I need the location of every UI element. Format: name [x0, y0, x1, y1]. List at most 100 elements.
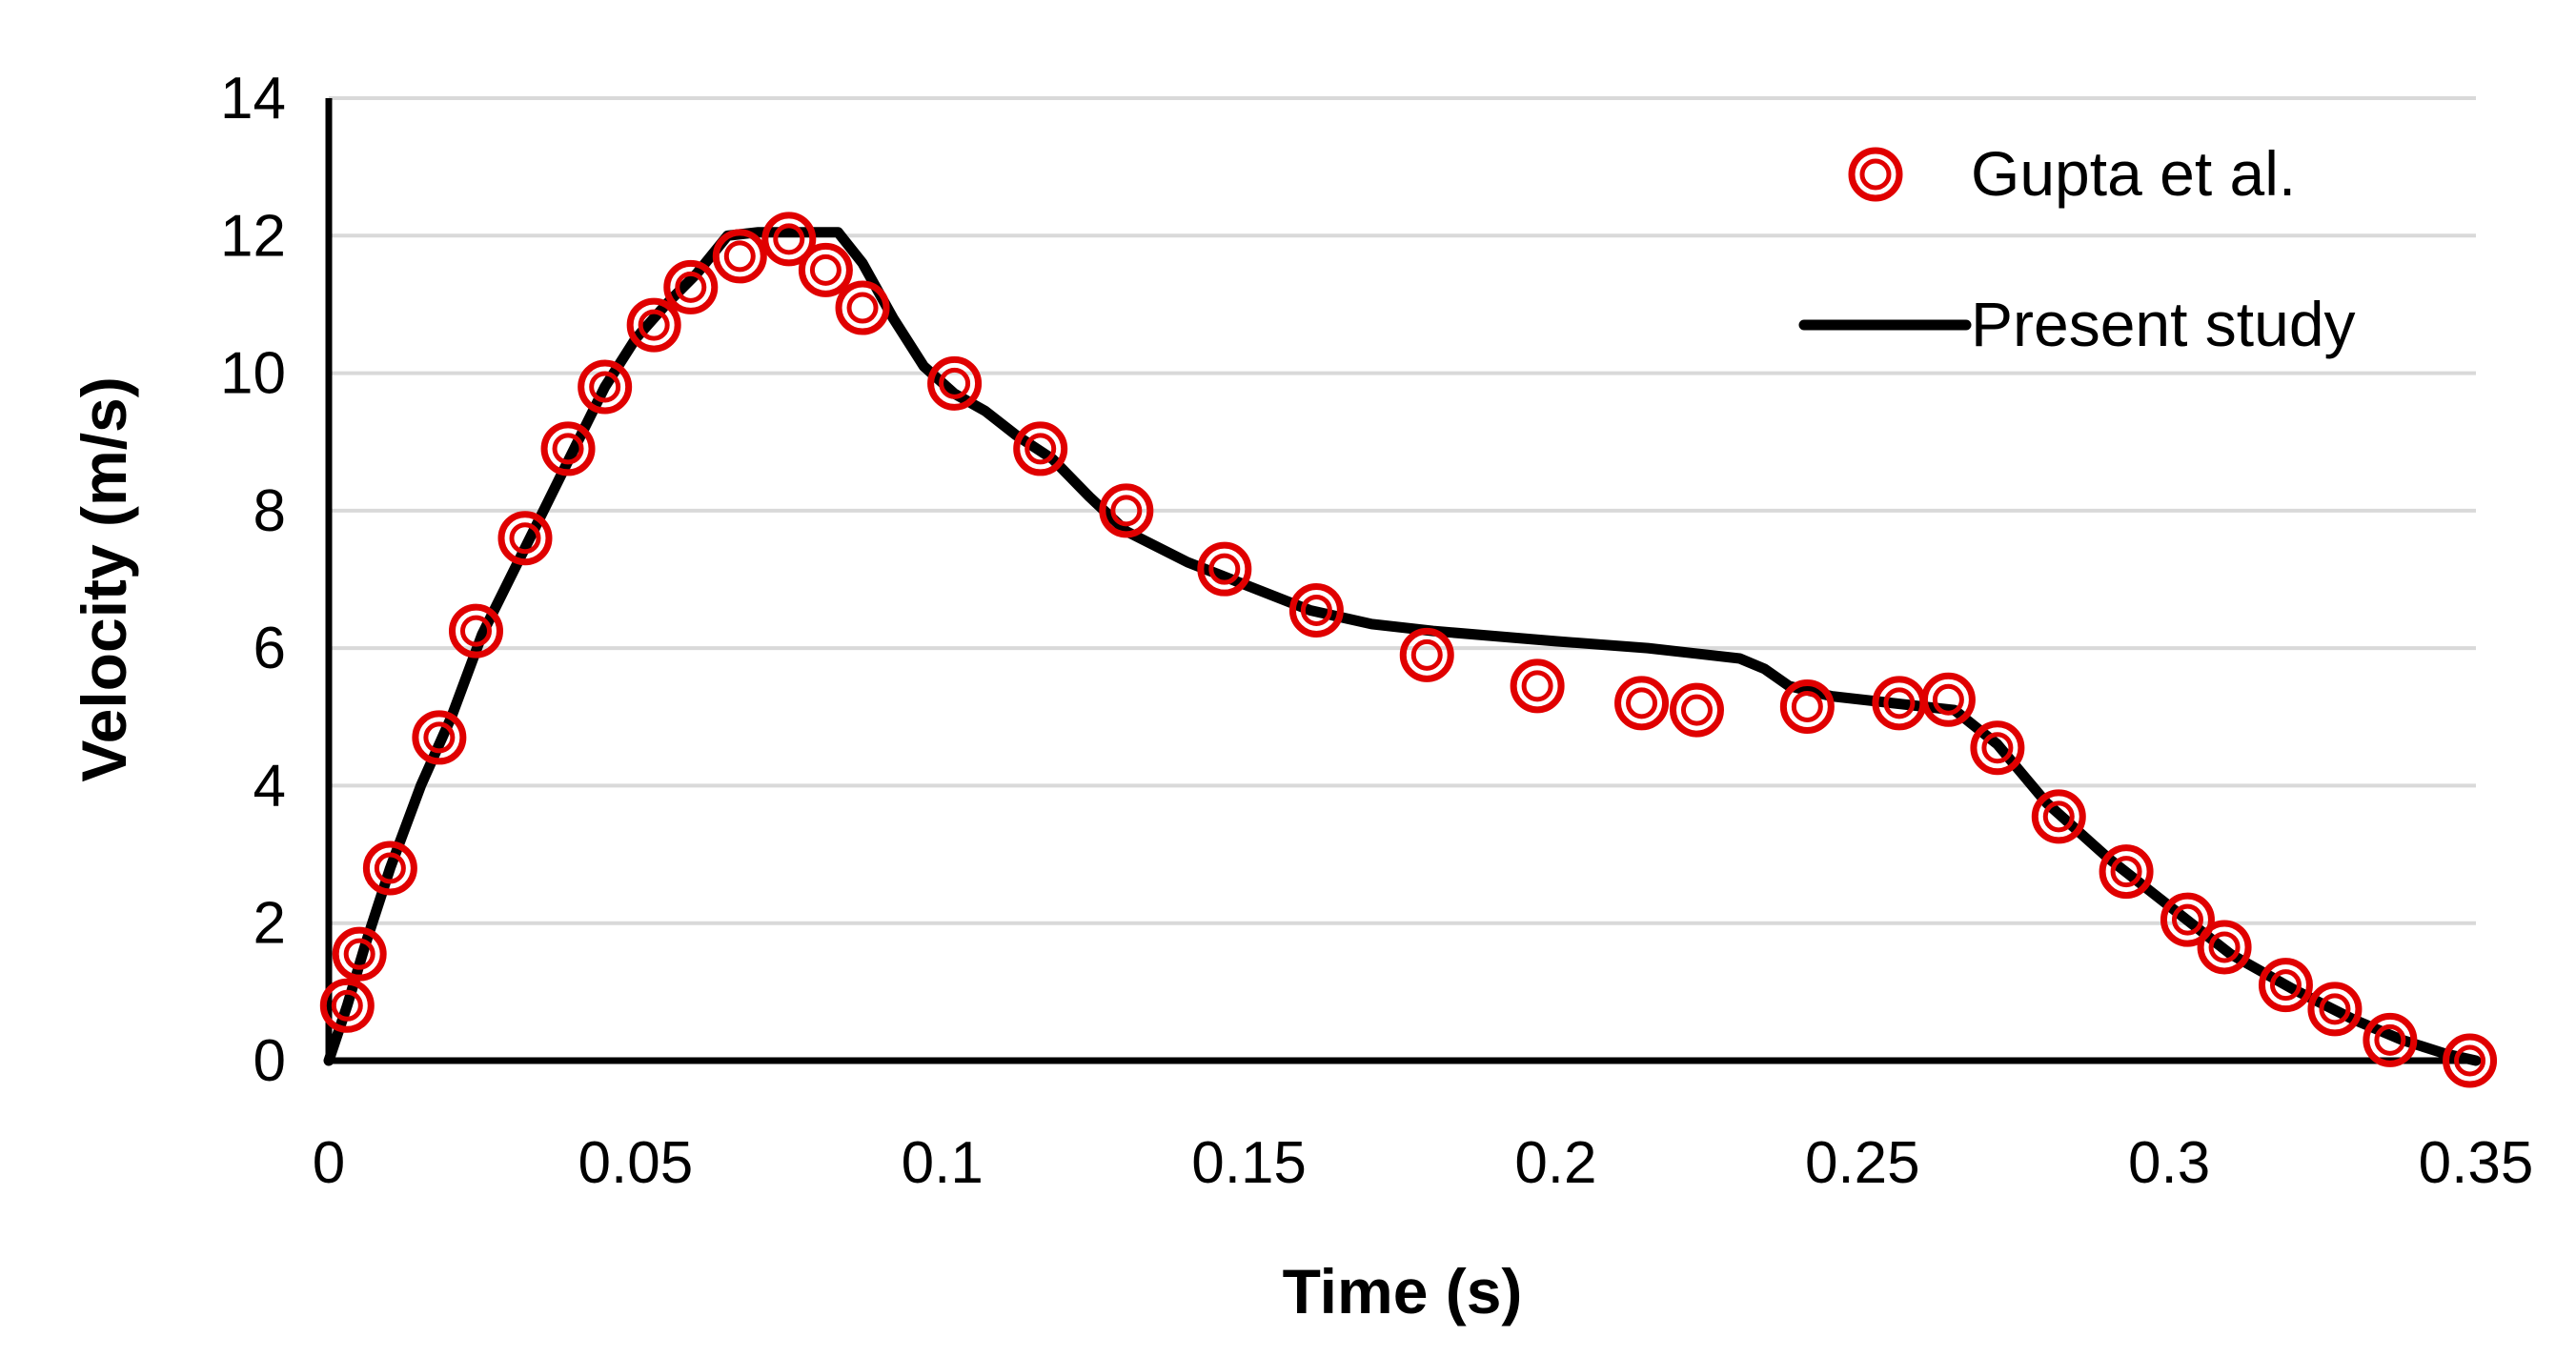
marker-outer-ring: [497, 511, 553, 566]
marker-inner-ring: [2319, 993, 2351, 1025]
marker-outer-ring: [2197, 920, 2252, 975]
marker-inner-ring: [2171, 903, 2203, 936]
marker-inner-ring: [1883, 687, 1916, 719]
marker-inner-ring: [1024, 433, 1057, 465]
y-tick-label: 12: [220, 203, 286, 269]
marker-outer-ring: [663, 259, 719, 314]
gupta-data-point: [1099, 483, 1154, 538]
marker-outer-ring: [1779, 678, 1835, 734]
gupta-data-point: [1510, 658, 1565, 714]
marker-inner-ring: [2374, 1023, 2406, 1056]
legend-label-gupta: Gupta et al.: [1971, 138, 2296, 209]
gupta-data-point: [626, 297, 681, 353]
marker-inner-ring: [552, 433, 584, 465]
marker-inner-ring: [2042, 800, 2075, 833]
marker-outer-ring: [2160, 892, 2215, 947]
gupta-data-point: [412, 710, 467, 765]
marker-inner-ring: [343, 938, 375, 970]
marker-outer-ring: [448, 603, 503, 658]
marker-outer-ring: [761, 212, 817, 267]
gupta-data-point: [2160, 892, 2215, 947]
x-axis-title: Time (s): [1283, 1256, 1523, 1327]
gupta-data-point: [927, 355, 983, 411]
gupta-data-point: [1288, 582, 1344, 638]
marker-outer-ring: [412, 710, 467, 765]
gupta-data-point: [1669, 682, 1724, 738]
gridlines: [329, 96, 2476, 925]
gupta-data-point: [497, 511, 553, 566]
gupta-data-point: [1920, 672, 1976, 727]
marker-outer-ring: [2099, 844, 2154, 900]
marker-inner-ring: [423, 721, 456, 754]
marker-outer-ring: [540, 421, 596, 476]
marker-inner-ring: [2269, 969, 2302, 1002]
axis-titles: Time (s) Velocity (m/s): [69, 376, 1522, 1327]
marker-inner-ring: [846, 292, 879, 324]
legend-marker-inner: [1859, 158, 1892, 191]
marker-outer-ring: [578, 359, 633, 415]
marker-outer-ring: [1399, 627, 1454, 682]
marker-inner-ring: [1300, 594, 1332, 626]
marker-outer-ring: [798, 242, 853, 297]
marker-inner-ring: [459, 615, 492, 647]
marker-inner-ring: [809, 253, 842, 286]
gupta-data-point: [1013, 421, 1068, 476]
gupta-data-point: [2443, 1033, 2498, 1088]
marker-outer-ring: [1510, 658, 1565, 714]
axes: [325, 98, 2476, 1064]
present-study-line: [323, 227, 2482, 1066]
gupta-data-point: [663, 259, 719, 314]
gupta-data-point: [798, 242, 853, 297]
marker-inner-ring: [589, 371, 621, 403]
gupta-data-point: [448, 603, 503, 658]
marker-outer-ring: [2031, 789, 2086, 844]
marker-inner-ring: [723, 240, 756, 273]
y-tick-label: 8: [254, 478, 286, 544]
marker-outer-ring: [362, 841, 417, 896]
x-tick-label: 0.05: [578, 1130, 694, 1196]
marker-inner-ring: [509, 522, 541, 555]
y-tick-label: 0: [254, 1028, 286, 1094]
marker-inner-ring: [939, 367, 971, 399]
marker-outer-ring: [1288, 582, 1344, 638]
marker-inner-ring: [1981, 732, 2014, 764]
marker-inner-ring: [1208, 553, 1241, 585]
y-tick-label: 6: [254, 616, 286, 681]
marker-inner-ring: [2208, 931, 2241, 963]
legend-item-gupta: Gupta et al.: [1848, 138, 2296, 209]
gupta-data-point: [712, 229, 767, 284]
gupta-data-point: [2031, 789, 2086, 844]
marker-outer-ring: [332, 926, 387, 982]
gupta-data-point: [540, 421, 596, 476]
marker-outer-ring: [927, 355, 983, 411]
x-tick-label: 0: [313, 1130, 345, 1196]
marker-inner-ring: [1932, 683, 1964, 716]
gupta-data-point: [2258, 958, 2313, 1013]
marker-inner-ring: [331, 989, 363, 1022]
marker-inner-ring: [1521, 670, 1553, 702]
marker-outer-ring: [1669, 682, 1724, 738]
marker-outer-ring: [712, 229, 767, 284]
gupta-data-point: [1399, 627, 1454, 682]
gupta-data-point: [332, 926, 387, 982]
gupta-data-point: [1970, 720, 2025, 776]
gupta-data-point: [1779, 678, 1835, 734]
marker-inner-ring: [1791, 690, 1823, 722]
marker-outer-ring: [1614, 676, 1670, 731]
tick-labels: 0 2 4 6 8 10 12 14 0 0.05 0.1 0.15 0.2 0.25 0.3 0.35: [220, 66, 2533, 1196]
marker-inner-ring: [1110, 495, 1143, 527]
gupta-data-point: [835, 280, 890, 335]
marker-outer-ring: [1920, 672, 1976, 727]
marker-outer-ring: [1013, 421, 1068, 476]
x-tick-label: 0.25: [1805, 1130, 1920, 1196]
y-axis-title: Velocity (m/s): [69, 376, 139, 782]
marker-inner-ring: [638, 309, 670, 341]
legend: Gupta et al. Present study: [1798, 138, 2356, 359]
x-tick-label: 0.35: [2419, 1130, 2534, 1196]
gupta-data-point: [2197, 920, 2252, 975]
legend-marker-outer: [1848, 147, 1903, 202]
marker-inner-ring: [1626, 687, 1658, 719]
marker-inner-ring: [773, 223, 805, 255]
marker-inner-ring: [675, 271, 707, 303]
